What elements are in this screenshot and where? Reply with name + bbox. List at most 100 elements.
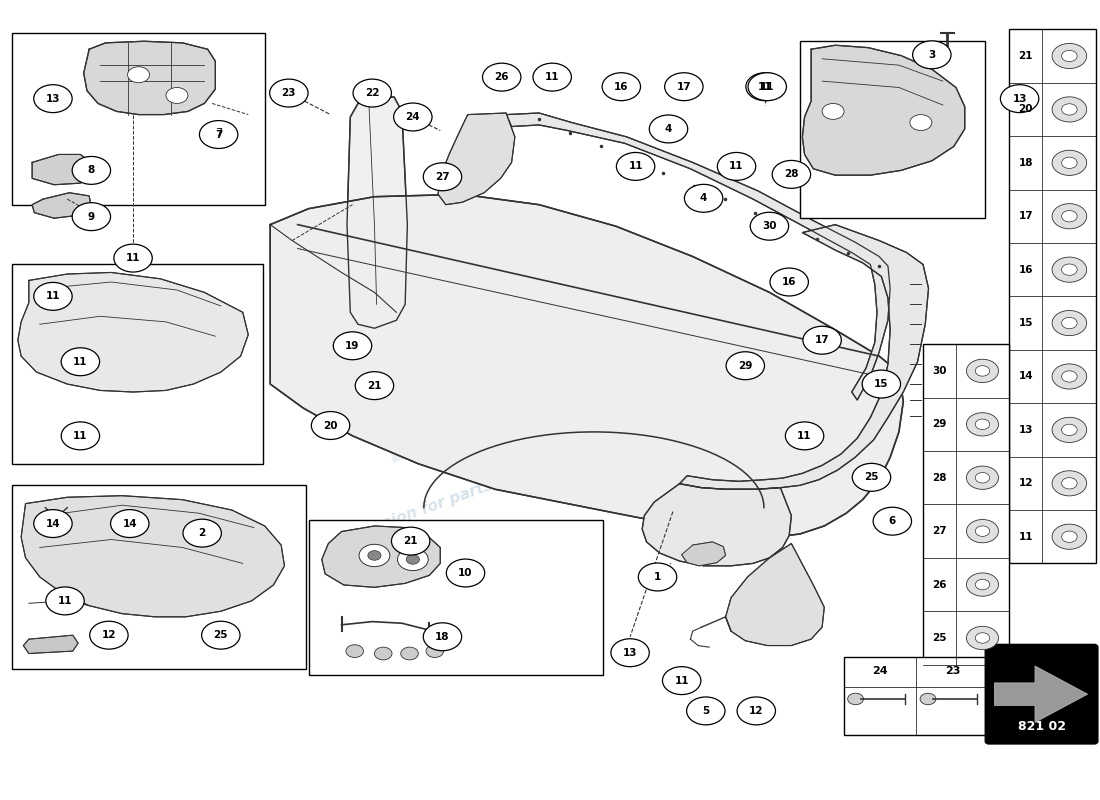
Circle shape: [34, 85, 73, 113]
Polygon shape: [642, 484, 791, 566]
Text: 17: 17: [815, 335, 829, 346]
Text: 13: 13: [1019, 425, 1033, 435]
Circle shape: [447, 559, 485, 587]
Circle shape: [62, 422, 100, 450]
Text: 30: 30: [762, 222, 777, 231]
Text: 27: 27: [436, 172, 450, 182]
Polygon shape: [726, 543, 824, 646]
Text: 17: 17: [1019, 211, 1033, 222]
Text: 28: 28: [932, 473, 947, 482]
Text: 30: 30: [932, 366, 947, 376]
Text: 5: 5: [702, 706, 710, 716]
Text: 11: 11: [58, 596, 73, 606]
Text: 18: 18: [1019, 158, 1033, 168]
Circle shape: [111, 510, 148, 538]
Text: 24: 24: [406, 112, 420, 122]
Circle shape: [1052, 257, 1087, 282]
Circle shape: [333, 332, 372, 360]
Circle shape: [424, 623, 462, 650]
FancyBboxPatch shape: [923, 344, 1009, 665]
Polygon shape: [680, 225, 928, 490]
Circle shape: [967, 519, 999, 542]
Circle shape: [967, 573, 999, 596]
FancyBboxPatch shape: [12, 485, 307, 670]
Text: 11: 11: [760, 82, 774, 92]
Circle shape: [355, 372, 394, 400]
Text: 20: 20: [323, 421, 338, 430]
Circle shape: [1000, 85, 1038, 113]
Text: 11: 11: [798, 431, 812, 441]
Circle shape: [424, 163, 462, 190]
Text: 7: 7: [216, 128, 222, 138]
Circle shape: [62, 348, 100, 376]
Text: 11: 11: [628, 162, 642, 171]
FancyBboxPatch shape: [800, 42, 984, 218]
FancyBboxPatch shape: [844, 657, 989, 735]
Circle shape: [967, 359, 999, 382]
Text: 15: 15: [874, 379, 889, 389]
Polygon shape: [506, 113, 890, 400]
Text: 3: 3: [928, 50, 935, 60]
Text: 13: 13: [46, 94, 60, 104]
Circle shape: [73, 157, 111, 184]
Text: 24: 24: [872, 666, 888, 676]
Text: 26: 26: [495, 72, 509, 82]
Circle shape: [1062, 264, 1077, 275]
FancyBboxPatch shape: [12, 34, 265, 205]
Circle shape: [426, 645, 443, 658]
Text: 11: 11: [674, 676, 689, 686]
Circle shape: [1052, 97, 1087, 122]
Circle shape: [34, 282, 73, 310]
Text: 12: 12: [749, 706, 763, 716]
Polygon shape: [21, 496, 285, 617]
Text: 15: 15: [1019, 318, 1033, 328]
Circle shape: [1052, 524, 1087, 550]
Text: 12: 12: [101, 630, 117, 640]
Circle shape: [664, 73, 703, 101]
Circle shape: [822, 103, 844, 119]
Polygon shape: [438, 113, 515, 205]
Circle shape: [406, 554, 419, 564]
Circle shape: [662, 666, 701, 694]
Circle shape: [367, 550, 381, 560]
Circle shape: [920, 694, 936, 705]
Circle shape: [976, 526, 990, 536]
Circle shape: [353, 79, 392, 107]
Text: 14: 14: [122, 518, 138, 529]
Circle shape: [1062, 531, 1077, 542]
Polygon shape: [32, 193, 91, 218]
Polygon shape: [23, 635, 78, 654]
Text: 14: 14: [45, 518, 60, 529]
Text: 13: 13: [1012, 94, 1027, 104]
Text: 1: 1: [653, 572, 661, 582]
Circle shape: [73, 202, 111, 230]
Polygon shape: [32, 154, 91, 185]
Circle shape: [114, 244, 152, 272]
Circle shape: [610, 638, 649, 666]
Text: 22: 22: [365, 88, 380, 98]
Circle shape: [746, 73, 784, 101]
Circle shape: [270, 79, 308, 107]
Text: 11: 11: [73, 431, 88, 441]
Circle shape: [976, 473, 990, 483]
Text: 13: 13: [623, 648, 637, 658]
Text: 7: 7: [214, 130, 222, 139]
Circle shape: [1062, 50, 1077, 62]
Text: 23: 23: [945, 666, 960, 676]
Circle shape: [394, 103, 432, 131]
Text: 9: 9: [88, 212, 95, 222]
Text: 11: 11: [125, 253, 141, 263]
Text: 26: 26: [932, 579, 947, 590]
Circle shape: [686, 697, 725, 725]
Circle shape: [638, 563, 676, 591]
Circle shape: [166, 87, 188, 103]
Circle shape: [976, 633, 990, 643]
Circle shape: [737, 697, 775, 725]
Text: 4: 4: [664, 124, 672, 134]
Text: 21: 21: [1019, 51, 1033, 61]
Circle shape: [1052, 150, 1087, 175]
Circle shape: [772, 161, 811, 188]
Text: 29: 29: [932, 419, 947, 430]
Text: EUROSPARES: EUROSPARES: [377, 310, 723, 474]
Circle shape: [345, 645, 363, 658]
